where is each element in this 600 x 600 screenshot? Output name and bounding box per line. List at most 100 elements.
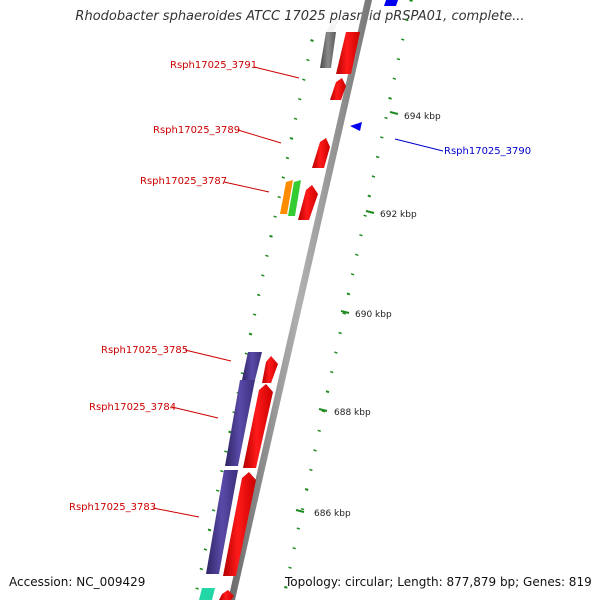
outer-tick-dot <box>363 214 367 217</box>
outer-tick-dot <box>304 488 309 491</box>
gene-red-3783[interactable] <box>223 472 256 576</box>
inner-tick-dot <box>211 509 216 512</box>
gene-red-3784[interactable] <box>243 384 273 468</box>
leader-line-3790 <box>394 138 444 152</box>
gene-red-3791[interactable] <box>330 78 346 100</box>
leader-line-3787 <box>223 181 270 193</box>
kbp-tick-692 <box>365 210 375 214</box>
inner-tick-dot <box>277 195 281 199</box>
outer-tick-dot <box>338 331 342 335</box>
leader-line-3784 <box>171 406 219 419</box>
inner-tick-dot <box>293 117 298 121</box>
kbp-label-690: 690 kbp <box>355 310 392 320</box>
outer-tick-dot <box>409 0 413 2</box>
inner-tick-dot <box>195 587 199 590</box>
outer-tick-dot <box>296 527 301 530</box>
gene-red-3785[interactable] <box>262 356 278 383</box>
inner-tick-dot <box>269 234 273 238</box>
gene-label-3783[interactable]: Rsph17025_3783 <box>69 502 156 513</box>
kbp-label-686: 686 kbp <box>314 509 351 519</box>
outer-tick-dot <box>300 507 305 511</box>
outer-tick-dot <box>325 390 330 394</box>
outer-tick-dot <box>334 351 338 354</box>
kbp-label-692: 692 kbp <box>380 210 417 220</box>
gene-red-bottom[interactable] <box>219 590 234 600</box>
outer-tick-dot <box>392 77 397 80</box>
kbp-label-688: 688 kbp <box>334 408 371 418</box>
outer-tick-dot <box>384 116 388 120</box>
gene-orange-3787[interactable] <box>280 180 293 214</box>
leader-line-3783 <box>152 507 200 518</box>
gene-grey-block[interactable] <box>320 32 336 68</box>
outer-tick-dot <box>288 566 292 569</box>
kbp-tick-694 <box>389 111 399 115</box>
gene-purple-3785[interactable] <box>242 352 262 380</box>
inner-tick-dot <box>285 156 290 160</box>
gene-purple-3784[interactable] <box>225 380 255 466</box>
outer-tick-dot <box>329 370 334 374</box>
outer-tick-dot <box>309 468 313 472</box>
leader-line-3789 <box>237 129 282 144</box>
gene-red-3789[interactable] <box>312 138 330 168</box>
kbp-label-694: 694 kbp <box>404 112 441 122</box>
accession-text: Accession: NC_009429 <box>9 575 146 589</box>
inner-tick-dot <box>240 372 245 375</box>
inner-tick-dot <box>215 489 220 492</box>
inner-tick-dot <box>244 352 249 355</box>
outer-tick-dot <box>371 175 376 178</box>
gene-label-3784[interactable]: Rsph17025_3784 <box>89 402 176 413</box>
kbp-tick-688 <box>318 408 328 412</box>
leader-line-3785 <box>184 349 232 362</box>
gene-label-3789[interactable]: Rsph17025_3789 <box>153 125 240 136</box>
outer-tick-dot <box>380 136 384 139</box>
outer-tick-dot <box>283 585 288 589</box>
inner-tick-dot <box>273 215 277 218</box>
gene-grey-segment[interactable] <box>326 20 339 32</box>
outer-tick-dot <box>292 546 296 550</box>
gene-label-3785[interactable]: Rsph17025_3785 <box>101 345 188 356</box>
inner-tick-dot <box>220 469 224 473</box>
map-title: Rhodobacter sphaeroides ATCC 17025 plasm… <box>75 9 525 24</box>
gene-label-3790[interactable]: Rsph17025_3790 <box>444 146 531 157</box>
gene-red-3787[interactable] <box>298 185 318 220</box>
inner-tick-dot <box>306 58 310 62</box>
outer-tick-track <box>283 0 413 589</box>
inner-tick-dot <box>310 39 314 42</box>
outer-tick-dot <box>388 96 392 100</box>
inner-tick-dot <box>248 332 253 336</box>
inner-tick-dot <box>261 274 265 277</box>
gene-green-3787[interactable] <box>288 180 301 216</box>
outer-tick-dot <box>350 273 355 276</box>
inner-tick-track <box>195 39 314 590</box>
inner-tick-dot <box>302 78 306 81</box>
outer-tick-dot <box>375 155 380 159</box>
outer-tick-dot <box>405 18 409 22</box>
gene-blue-3790-marker[interactable] <box>350 122 362 131</box>
topology-summary-text: Topology: circular; Length: 877,879 bp; … <box>285 575 592 589</box>
gene-blue-top[interactable] <box>384 0 398 6</box>
outer-tick-dot <box>400 38 405 41</box>
inner-tick-dot <box>252 313 257 316</box>
inner-tick-dot <box>265 254 269 258</box>
gene-purple-3783[interactable] <box>206 470 238 574</box>
inner-tick-dot <box>256 293 261 297</box>
gene-red-top[interactable] <box>336 32 360 74</box>
inner-tick-dot <box>289 136 294 140</box>
inner-tick-dot <box>281 176 286 179</box>
plasmid-backbone <box>228 0 372 600</box>
outer-tick-dot <box>355 253 359 257</box>
outer-tick-dot <box>321 410 326 413</box>
gene-teal-bottom[interactable] <box>199 588 215 600</box>
inner-tick-dot <box>207 528 212 532</box>
inner-tick-dot <box>199 567 204 571</box>
gene-label-3787[interactable]: Rsph17025_3787 <box>140 176 227 187</box>
gene-label-3791[interactable]: Rsph17025_3791 <box>170 60 257 71</box>
label-leader-lines <box>152 66 444 518</box>
inner-tick-dot <box>203 548 208 551</box>
outer-tick-dot <box>359 233 363 237</box>
kbp-tick-690 <box>340 310 350 314</box>
outer-tick-dot <box>342 312 346 315</box>
inner-tick-dot <box>297 97 302 101</box>
